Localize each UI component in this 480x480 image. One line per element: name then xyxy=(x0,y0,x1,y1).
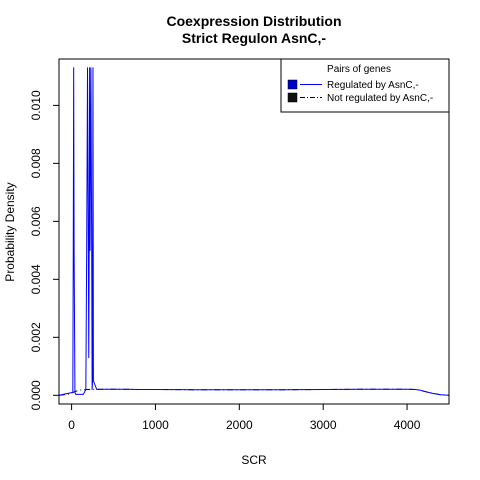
x-tick-label: 1000 xyxy=(142,418,169,432)
y-tick-label: 0.006 xyxy=(29,206,43,236)
y-tick-label: 0.010 xyxy=(29,90,43,120)
y-tick-label: 0.008 xyxy=(29,148,43,178)
plot-frame xyxy=(58,58,450,405)
series-layer xyxy=(58,67,450,396)
legend: Pairs of genes Regulated by AsnC,- Not r… xyxy=(280,58,450,113)
legend-swatch-regulated xyxy=(287,79,298,90)
legend-title: Pairs of genes xyxy=(327,64,391,75)
y-tick-label: 0.002 xyxy=(29,322,43,352)
x-tick-label: 4000 xyxy=(394,418,421,432)
y-axis: 0.000 0.002 0.004 0.006 0.008 0.010 xyxy=(29,90,59,410)
x-tick-label: 3000 xyxy=(310,418,337,432)
chart-subtitle: Strict Regulon AsnC,- xyxy=(182,30,326,46)
legend-swatch-not-regulated xyxy=(287,92,298,103)
legend-label-not-regulated: Not regulated by AsnC,- xyxy=(327,93,433,104)
x-axis-label: SCR xyxy=(241,453,267,467)
x-tick-label: 0 xyxy=(68,418,75,432)
x-axis: 0 1000 2000 3000 4000 xyxy=(68,404,421,432)
legend-box xyxy=(280,58,450,113)
x-tick-label: 2000 xyxy=(226,418,253,432)
y-tick-label: 0.000 xyxy=(29,380,43,410)
series-line-0 xyxy=(58,67,450,396)
legend-label-regulated: Regulated by AsnC,- xyxy=(327,80,419,91)
y-tick-label: 0.004 xyxy=(29,264,43,294)
y-axis-label: Probability Density xyxy=(3,182,17,281)
chart-title: Coexpression Distribution xyxy=(166,13,341,29)
